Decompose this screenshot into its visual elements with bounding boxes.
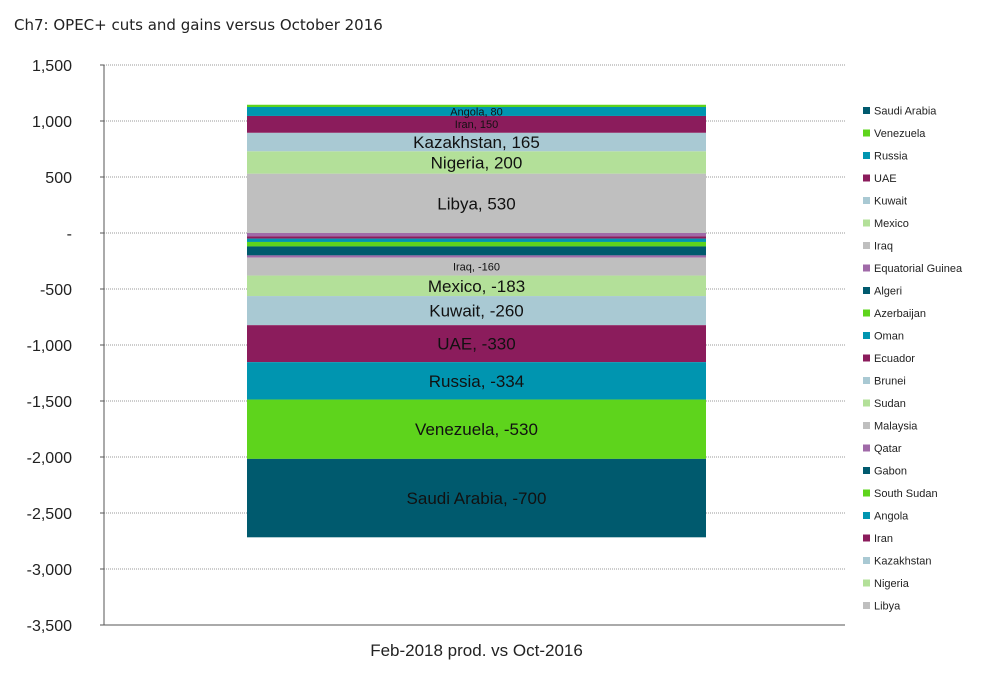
y-tick-label: - [67, 226, 72, 243]
data-label-saudi-arabia: Saudi Arabia, -700 [407, 489, 547, 508]
bar-segment-iran [247, 115, 706, 133]
bar-segment-nigeria [247, 151, 706, 174]
legend-swatch-libya [863, 602, 870, 609]
bar-segment-qatar [247, 233, 706, 237]
legend-label-mexico: Mexico [874, 218, 909, 230]
data-label-venezuela: Venezuela, -530 [415, 420, 538, 439]
legend-label-russia: Russia [874, 151, 909, 163]
legend-label-sudan: Sudan [874, 398, 906, 410]
bar-segment-ecuador [247, 236, 706, 239]
legend-swatch-saudi-arabia [863, 107, 870, 114]
legend-swatch-malaysia [863, 422, 870, 429]
y-tick-label: -2,000 [27, 450, 72, 467]
x-axis: Feb-2018 prod. vs Oct-2016 [370, 641, 583, 660]
bar-segment-algeri [247, 246, 706, 256]
legend-label-algeri: Algeri [874, 286, 902, 298]
bar-segment-equatorial-guinea [247, 255, 706, 258]
y-tick-label: -1,500 [27, 394, 72, 411]
legend-label-south-sudan: South Sudan [874, 488, 938, 500]
bar-segment-libya [247, 173, 706, 233]
bar-segment-oman [247, 238, 706, 242]
legend-label-uae: UAE [874, 173, 897, 185]
y-tick-label: -3,500 [27, 618, 72, 635]
legend-swatch-south-sudan [863, 489, 870, 497]
legend-label-qatar: Qatar [874, 443, 902, 455]
legend-label-brunei: Brunei [874, 376, 906, 388]
legend-swatch-iran [863, 534, 870, 542]
y-tick-label: -500 [40, 282, 72, 299]
legend-label-ecuador: Ecuador [874, 353, 915, 365]
legend-label-kazakhstan: Kazakhstan [874, 556, 931, 568]
legend-swatch-gabon [863, 467, 870, 474]
legend-swatch-qatar [863, 444, 870, 452]
legend-swatch-kuwait [863, 197, 870, 204]
data-label-uae: UAE, -330 [437, 335, 515, 354]
bar-segment-kuwait [247, 296, 706, 326]
y-tick-label: 500 [45, 170, 72, 187]
data-label-iraq: Iraq, -160 [453, 261, 500, 273]
bar-segment-iraq [247, 257, 706, 276]
y-tick-label: -1,000 [27, 338, 72, 355]
data-label-libya: Libya, 530 [437, 194, 515, 213]
legend-label-iraq: Iraq [874, 241, 893, 253]
x-category-label: Feb-2018 prod. vs Oct-2016 [370, 641, 583, 660]
legend-swatch-uae [863, 174, 870, 182]
bar-segment-kazakhstan [247, 132, 706, 152]
bar-segment-angola [247, 107, 706, 116]
legend-label-azerbaijan: Azerbaijan [874, 308, 926, 320]
legend-label-kuwait: Kuwait [874, 196, 907, 208]
y-tick-label: -3,000 [27, 562, 72, 579]
y-axis: 1,500 1,000 500 - -500 -1,000 -1,500 -2,000 -2,5… [27, 58, 845, 635]
legend-swatch-mexico [863, 219, 870, 227]
legend-swatch-sudan [863, 399, 870, 407]
bar-segment-azerbaijan [247, 241, 706, 247]
legend-swatch-ecuador [863, 354, 870, 362]
legend-label-nigeria: Nigeria [874, 578, 910, 590]
legend-swatch-iraq [863, 242, 870, 249]
bar-segment-venezuela [247, 399, 706, 459]
legend-swatch-oman [863, 332, 870, 339]
legend-swatch-equatorial-guinea [863, 264, 870, 272]
bar-segment-mexico [247, 275, 706, 297]
data-label-kuwait: Kuwait, -260 [429, 302, 524, 321]
legend-label-gabon: Gabon [874, 466, 907, 478]
legend-swatch-russia [863, 152, 870, 159]
legend-swatch-kazakhstan [863, 557, 870, 564]
legend-label-venezuela: Venezuela [874, 128, 926, 140]
bar-segment-russia [247, 362, 706, 400]
legend-swatch-nigeria [863, 579, 870, 587]
legend-swatch-brunei [863, 377, 870, 384]
bar-segments [247, 104, 706, 538]
legend-label-malaysia: Malaysia [874, 421, 918, 433]
legend-swatch-venezuela [863, 129, 870, 137]
y-tick-label: 1,500 [32, 58, 72, 75]
y-tick-label: -2,500 [27, 506, 72, 523]
data-label-mexico: Mexico, -183 [428, 277, 525, 296]
legend-label-equatorial-guinea: Equatorial Guinea [874, 263, 963, 275]
bar-segment-south-sudan [247, 104, 706, 107]
data-label-russia: Russia, -334 [429, 372, 524, 391]
legend-label-angola: Angola [874, 511, 909, 523]
bar-segment-uae [247, 325, 706, 363]
legend-label-libya: Libya [874, 601, 901, 613]
legend-swatch-algeri [863, 287, 870, 294]
legend-swatch-azerbaijan [863, 309, 870, 317]
chart-title: Ch7: OPEC+ cuts and gains versus October… [14, 16, 383, 34]
data-label-nigeria: Nigeria, 200 [431, 153, 523, 172]
bar-segment-saudi-arabia [247, 458, 706, 538]
legend: Saudi Arabia Venezuela Russia UAE Kuwait Mexi… [863, 106, 963, 613]
data-label-kazakhstan: Kazakhstan, 165 [413, 133, 540, 152]
y-tick-label: 1,000 [32, 114, 72, 131]
data-label-iran: Iran, 150 [455, 119, 498, 131]
legend-label-iran: Iran [874, 533, 893, 545]
legend-swatch-angola [863, 512, 870, 519]
data-label-angola: Angola, 80 [450, 106, 503, 118]
legend-label-oman: Oman [874, 331, 904, 343]
legend-label-saudi-arabia: Saudi Arabia [874, 106, 937, 118]
